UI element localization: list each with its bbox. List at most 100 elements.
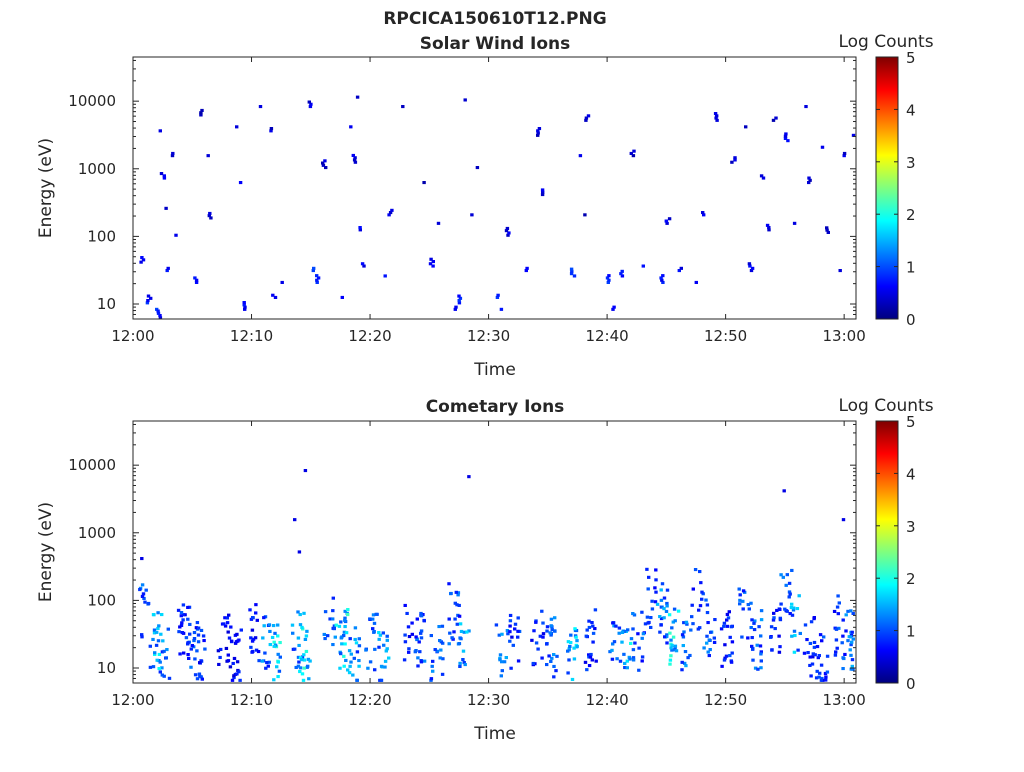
heatmap-cell <box>357 637 361 641</box>
heatmap-cell <box>818 671 822 675</box>
heatmap-cell <box>268 643 272 647</box>
heatmap-cell <box>659 617 664 621</box>
heatmap-cell <box>456 591 461 595</box>
heatmap-cell <box>683 650 688 654</box>
heatmap-cell <box>773 627 777 631</box>
heatmap-cell <box>676 609 681 613</box>
heatmap-cell <box>419 629 424 633</box>
heatmap-cell <box>179 611 184 615</box>
heatmap-cell <box>315 274 319 278</box>
heatmap-cell <box>508 624 512 628</box>
heatmap-cell <box>235 632 239 636</box>
heatmap-cell <box>349 652 353 656</box>
heatmap-cell <box>536 133 540 137</box>
heatmap-cell <box>640 636 644 640</box>
cometary-ylabel: Energy (eV) <box>36 502 56 602</box>
heatmap-cell <box>812 617 816 621</box>
heatmap-cell <box>810 662 815 666</box>
cometary-xlabel: Time <box>473 724 516 744</box>
heatmap-cell <box>713 112 718 116</box>
heatmap-cell <box>850 630 854 634</box>
heatmap-cell <box>813 653 817 657</box>
colorbar-tick-label: 2 <box>906 206 916 224</box>
heatmap-cell <box>759 634 763 638</box>
heatmap-cell <box>358 226 362 230</box>
heatmap-cell <box>347 671 352 675</box>
heatmap-cell <box>696 627 700 631</box>
heatmap-cell <box>725 624 730 628</box>
heatmap-cell <box>623 661 627 665</box>
heatmap-cell <box>691 622 695 626</box>
heatmap-cell <box>850 658 855 662</box>
heatmap-cell <box>508 619 513 623</box>
heatmap-cell <box>812 645 817 649</box>
heatmap-cell <box>346 608 350 612</box>
heatmap-cell <box>705 641 709 645</box>
heatmap-cell <box>248 608 252 612</box>
heatmap-cell <box>553 616 557 620</box>
heatmap-cell <box>504 656 508 660</box>
heatmap-cell <box>641 632 646 636</box>
heatmap-cell <box>653 586 657 590</box>
heatmap-cell <box>186 617 190 621</box>
heatmap-cell <box>746 603 750 607</box>
x-tick-label: 13:00 <box>823 691 866 709</box>
solar-wind-xlabel: Time <box>473 360 516 380</box>
heatmap-cell <box>176 608 181 612</box>
heatmap-cell <box>792 606 796 610</box>
heatmap-cell <box>255 618 259 622</box>
heatmap-cell <box>373 668 377 672</box>
heatmap-cell <box>262 616 266 620</box>
heatmap-cell <box>650 599 654 603</box>
heatmap-cell <box>541 190 545 194</box>
heatmap-cell <box>208 211 212 215</box>
heatmap-cell <box>500 669 504 673</box>
heatmap-cell <box>688 653 692 657</box>
heatmap-cell <box>438 639 442 643</box>
heatmap-cell <box>323 637 327 641</box>
heatmap-cell <box>778 607 782 611</box>
heatmap-cell <box>373 647 377 651</box>
heatmap-cell <box>730 651 734 655</box>
heatmap-cell <box>290 623 295 627</box>
heatmap-cell <box>181 613 186 617</box>
y-tick-label: 100 <box>87 591 116 609</box>
colorbar-gradient <box>875 420 899 684</box>
heatmap-cell <box>171 151 175 155</box>
x-tick-label: 12:20 <box>348 327 391 345</box>
heatmap-cell <box>663 635 667 639</box>
heatmap-cell <box>232 676 236 680</box>
heatmap-cell <box>343 625 347 629</box>
heatmap-cell <box>749 269 754 273</box>
heatmap-cell <box>180 621 184 625</box>
heatmap-cell <box>429 634 433 638</box>
heatmap-cell <box>849 667 853 671</box>
heatmap-cell <box>525 266 529 270</box>
heatmap-cell <box>140 635 144 639</box>
heatmap-cell <box>237 638 241 642</box>
heatmap-cell <box>243 307 247 311</box>
heatmap-cell <box>156 611 160 615</box>
heatmap-cell <box>548 631 552 635</box>
heatmap-cell <box>383 665 387 669</box>
heatmap-cell <box>355 650 360 654</box>
heatmap-cell <box>677 269 681 273</box>
heatmap-cell <box>709 630 713 634</box>
heatmap-cell <box>463 663 467 667</box>
heatmap-cell <box>612 305 616 309</box>
heatmap-cell <box>304 634 309 638</box>
heatmap-cell <box>158 316 163 320</box>
heatmap-cell <box>165 648 169 652</box>
heatmap-cell <box>219 647 223 651</box>
heatmap-cell <box>683 661 687 665</box>
heatmap-cell <box>747 262 752 266</box>
heatmap-cell <box>415 617 419 621</box>
heatmap-cell <box>384 649 388 653</box>
heatmap-cell <box>672 607 677 611</box>
heatmap-cell <box>682 630 686 634</box>
y-tick-label: 10000 <box>68 456 116 474</box>
heatmap-cell <box>342 634 346 638</box>
heatmap-cell <box>454 305 458 309</box>
heatmap-cell <box>309 102 313 106</box>
